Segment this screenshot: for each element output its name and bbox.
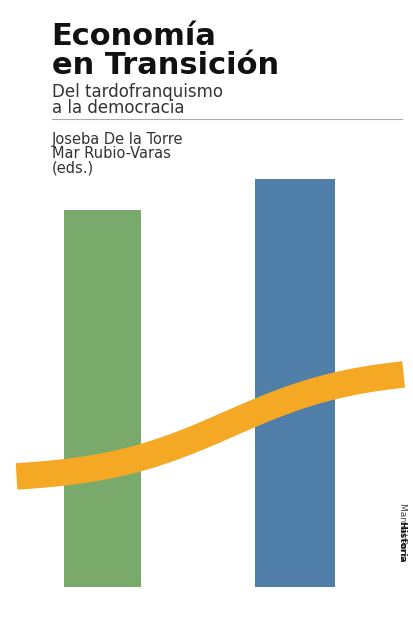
Text: en Transición: en Transición — [52, 51, 278, 80]
Text: Marcial Pons: Marcial Pons — [397, 503, 406, 562]
Text: Historia: Historia — [397, 440, 406, 562]
Text: a la democracia: a la democracia — [52, 99, 184, 117]
Text: (eds.): (eds.) — [52, 160, 94, 175]
Bar — [64, 210, 140, 587]
Text: Joseba De la Torre: Joseba De la Torre — [52, 132, 183, 147]
Polygon shape — [16, 361, 404, 490]
Text: Del tardofranquismo: Del tardofranquismo — [52, 83, 222, 101]
Bar — [254, 179, 335, 587]
Text: Mar Rubio-Varas: Mar Rubio-Varas — [52, 146, 170, 161]
Text: Economía: Economía — [52, 22, 216, 51]
